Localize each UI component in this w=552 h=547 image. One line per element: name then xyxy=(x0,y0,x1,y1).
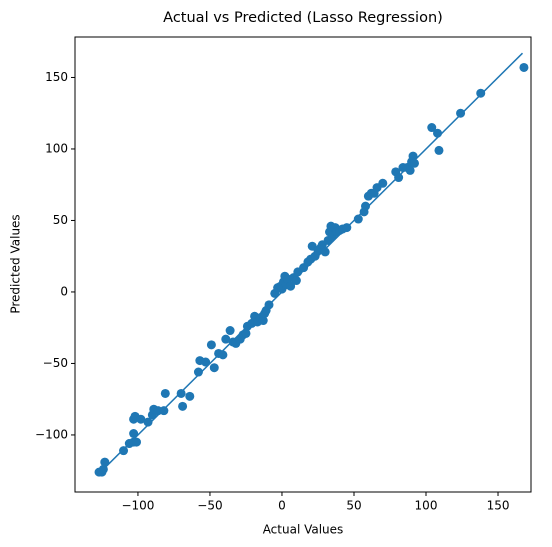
point xyxy=(519,62,529,72)
point xyxy=(209,363,219,373)
x-tick-label: −100 xyxy=(121,499,154,513)
y-tick-label: −50 xyxy=(43,356,68,370)
point xyxy=(433,128,443,138)
point xyxy=(218,350,228,360)
point xyxy=(427,123,437,133)
x-axis-label: Actual Values xyxy=(263,523,344,537)
y-tick-label: 150 xyxy=(45,70,68,84)
point xyxy=(342,223,352,233)
y-tick-label: 50 xyxy=(53,213,68,227)
point xyxy=(185,391,195,401)
point xyxy=(159,406,169,416)
point xyxy=(394,173,404,183)
x-tick-label: 0 xyxy=(278,499,286,513)
point xyxy=(100,457,110,467)
point xyxy=(409,158,419,168)
x-tick-label: −50 xyxy=(197,499,222,513)
point xyxy=(143,417,153,427)
point xyxy=(378,178,388,188)
plot-frame xyxy=(74,36,532,493)
point xyxy=(241,328,251,338)
point xyxy=(476,88,486,98)
point xyxy=(132,437,142,447)
point xyxy=(178,401,188,411)
point xyxy=(361,201,371,211)
point xyxy=(434,145,444,155)
y-axis-label: Predicted Values xyxy=(9,214,23,313)
point xyxy=(221,334,231,344)
point xyxy=(264,300,274,310)
point xyxy=(160,388,170,398)
y-tick-label: −100 xyxy=(35,427,68,441)
point xyxy=(98,464,108,474)
point xyxy=(136,414,146,424)
point xyxy=(353,214,363,224)
x-tick-label: 150 xyxy=(487,499,510,513)
point xyxy=(408,151,418,161)
point xyxy=(201,357,211,367)
point xyxy=(258,316,268,326)
x-tick-label: 100 xyxy=(415,499,438,513)
point xyxy=(193,367,203,377)
point xyxy=(320,247,330,257)
x-tick-label: 50 xyxy=(346,499,361,513)
point xyxy=(206,340,216,350)
y-tick-label: 0 xyxy=(60,284,68,298)
point xyxy=(286,281,296,291)
chart-title: Actual vs Predicted (Lasso Regression) xyxy=(163,10,443,26)
point xyxy=(119,446,129,456)
point xyxy=(405,165,415,175)
point xyxy=(225,326,235,336)
point xyxy=(456,108,466,118)
point xyxy=(176,388,186,398)
point xyxy=(129,429,139,439)
point xyxy=(291,276,301,286)
y-tick-label: 100 xyxy=(45,141,68,155)
